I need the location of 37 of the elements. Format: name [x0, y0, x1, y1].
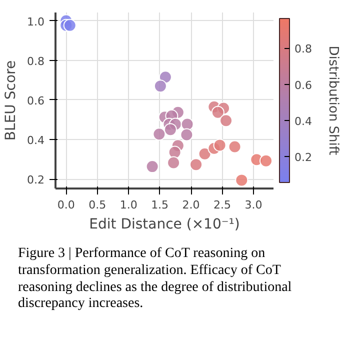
x-axis-title: Edit Distance (×10⁻¹) [89, 216, 240, 232]
y-axis-title: BLEU Score [3, 60, 20, 141]
point [198, 147, 212, 160]
point [220, 114, 233, 128]
point [167, 156, 180, 170]
color-bar-label: 0.6 [294, 78, 312, 92]
point [260, 154, 273, 168]
y-tick-label: 0.6 [27, 94, 45, 108]
x-tick-label: 0.0 [57, 198, 75, 212]
point [152, 128, 166, 141]
x-tick-label: 3.0 [244, 198, 262, 212]
y-tick-label: 0.8 [27, 54, 45, 68]
point [213, 138, 226, 152]
y-tick-label: 1.0 [27, 15, 45, 28]
point [146, 160, 159, 174]
y-tick-label: 0.2 [27, 174, 45, 187]
color-bar-label: 0.4 [294, 114, 312, 128]
x-tick-label: 2.0 [182, 198, 200, 212]
color-bar-title: Distribution Shift [326, 46, 340, 156]
point [235, 174, 248, 187]
point [164, 123, 177, 136]
point [190, 158, 203, 172]
x-tick-label: 0.5 [88, 198, 106, 212]
y-tick-label: 0.4 [27, 134, 45, 147]
color-bar-label: 0.8 [294, 42, 312, 56]
point [180, 128, 194, 142]
x-tick-label: 2.5 [214, 198, 232, 212]
x-tick-label: 1.0 [120, 198, 138, 212]
x-tick-label: 1.5 [151, 198, 169, 212]
point [180, 118, 194, 131]
color-bar-label: 0.2 [294, 151, 312, 164]
point [211, 106, 224, 119]
point [154, 80, 167, 93]
point [168, 146, 182, 159]
point [228, 140, 242, 154]
caption: Figure 3 | Performance of CoT reasoning on transformation generalization. Efficacy of CoT reasoning declines as the degree of distributional discrepancy increases. [18, 246, 293, 314]
point [63, 18, 76, 32]
